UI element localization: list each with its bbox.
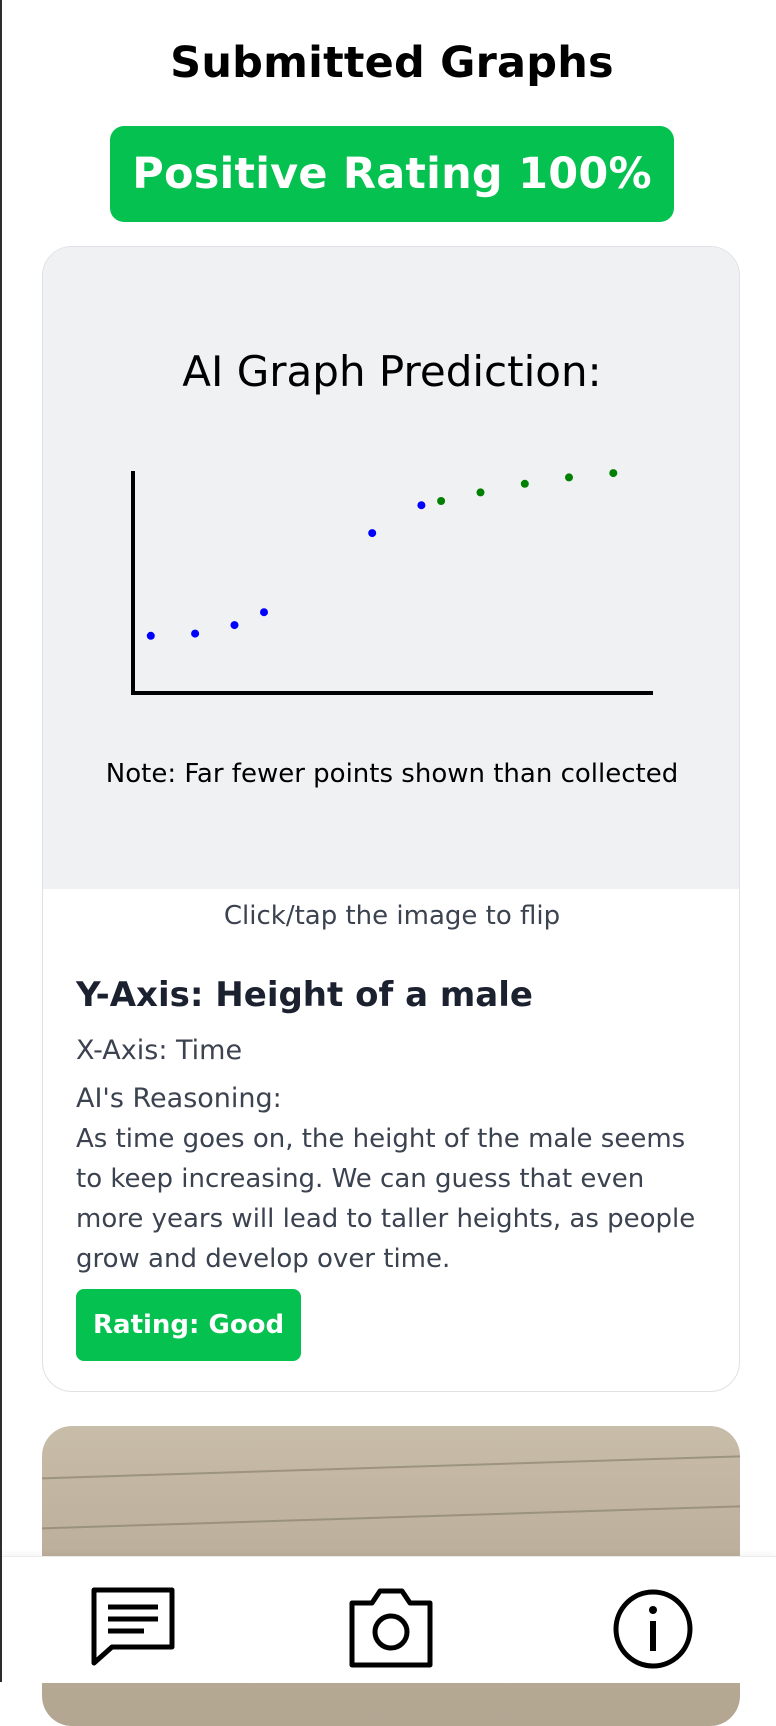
page-title: Submitted Graphs bbox=[170, 38, 614, 88]
graph-note: Note: Far fewer points shown than collec… bbox=[105, 759, 679, 789]
paper-line bbox=[42, 1454, 740, 1480]
graph-heading: AI Graph Prediction: bbox=[182, 347, 602, 396]
data-point-series1-5 bbox=[368, 529, 377, 538]
x-axis-label: X-Axis: Time bbox=[76, 1035, 243, 1066]
reasoning-label: AI's Reasoning: bbox=[76, 1083, 282, 1114]
data-point-series2-1 bbox=[437, 497, 446, 505]
data-point-series2-3 bbox=[520, 479, 529, 488]
bottom-nav bbox=[2, 1556, 776, 1683]
graph-card: AI Graph Prediction: Note: Far fewer poi… bbox=[42, 246, 740, 1392]
info-nav-button[interactable] bbox=[610, 1585, 700, 1671]
chat-nav-button[interactable] bbox=[88, 1585, 178, 1671]
prediction-chart bbox=[131, 469, 653, 695]
data-point-series1-1 bbox=[146, 631, 155, 640]
y-axis-title: Y-Axis: Height of a male bbox=[76, 975, 533, 1015]
paper-line bbox=[42, 1504, 740, 1530]
positive-rating-banner: Positive Rating 100% bbox=[110, 126, 674, 222]
reasoning-text: As time goes on, the height of the male … bbox=[76, 1124, 696, 1274]
data-point-series2-4 bbox=[565, 473, 573, 482]
data-point-series1-3 bbox=[230, 621, 239, 630]
info-icon bbox=[613, 1589, 693, 1669]
camera-icon bbox=[349, 1588, 433, 1668]
data-point-series1-4 bbox=[260, 608, 268, 617]
window-edge bbox=[0, 0, 2, 1682]
rating-badge: Rating: Good bbox=[76, 1289, 302, 1361]
camera-nav-button[interactable] bbox=[346, 1585, 436, 1671]
data-point-series1-2 bbox=[191, 629, 200, 638]
data-point-series2-2 bbox=[476, 488, 485, 497]
flip-hint: Click/tap the image to flip bbox=[223, 901, 561, 931]
chat-icon bbox=[91, 1587, 175, 1666]
graph-image-flip-area[interactable]: AI Graph Prediction: Note: Far fewer poi… bbox=[43, 247, 739, 889]
data-point-series2-5 bbox=[609, 469, 618, 478]
data-point-series1-6 bbox=[417, 501, 426, 510]
